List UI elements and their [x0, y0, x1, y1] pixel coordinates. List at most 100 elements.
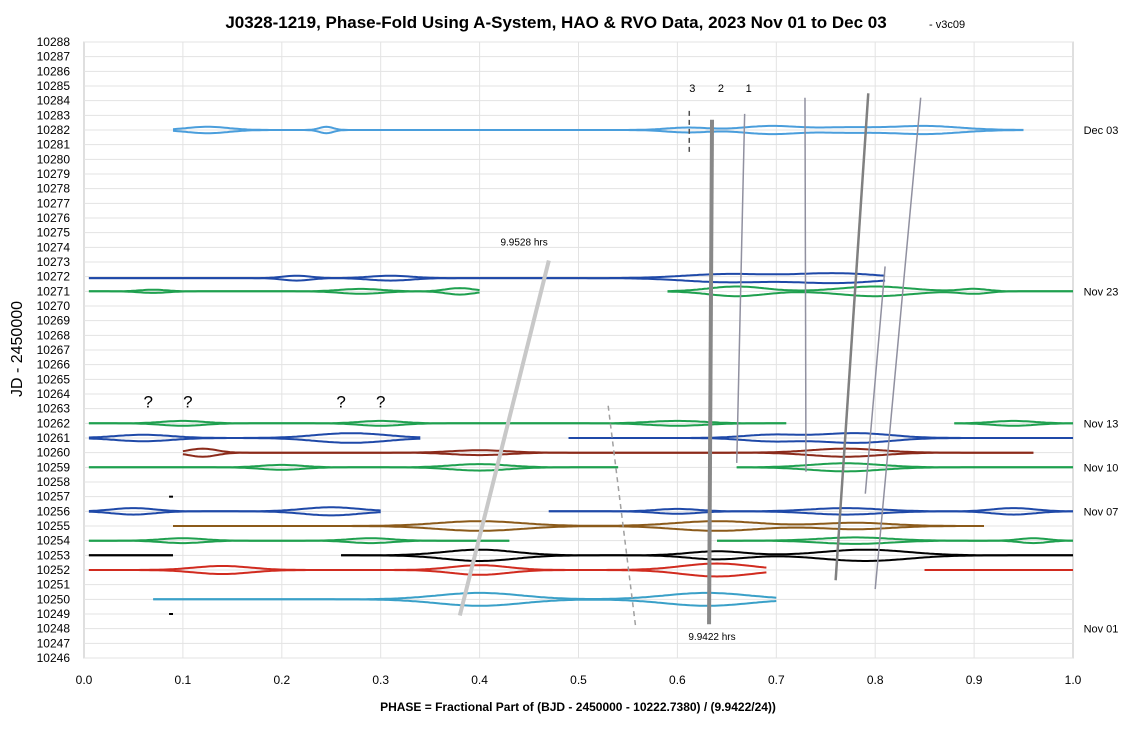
series-upper-trace — [88, 562, 767, 571]
series-line — [173, 520, 984, 532]
question-mark-label: ? — [144, 392, 153, 411]
y-tick-label: 10288 — [37, 35, 71, 49]
y-tick-label: 10265 — [37, 372, 71, 386]
date-label: Nov 01 — [1084, 624, 1119, 636]
y-tick-label: 10273 — [37, 255, 71, 269]
x-axis-label: PHASE = Fractional Part of (BJD - 245000… — [380, 700, 776, 714]
y-tick-label: 10278 — [37, 182, 71, 196]
date-label: Nov 23 — [1084, 286, 1119, 298]
y-tick-label: 10257 — [37, 490, 71, 504]
y-tick-label: 10276 — [37, 211, 71, 225]
y-tick-label: 10282 — [37, 123, 71, 137]
series-lower-trace — [341, 554, 1073, 562]
chart-version-tag: - v3c09 — [929, 19, 965, 31]
x-tick-label: 1.0 — [1065, 673, 1082, 687]
y-tick-label: 10247 — [37, 636, 71, 650]
y-tick-label: 10275 — [37, 226, 71, 240]
y-tick-label: 10270 — [37, 299, 71, 313]
series-line — [88, 462, 1073, 473]
y-tick-label: 10284 — [37, 94, 71, 108]
series-lower-trace — [88, 539, 510, 545]
series-lower-trace — [88, 422, 787, 427]
trend-line — [874, 97, 922, 590]
date-label: Nov 10 — [1084, 462, 1119, 474]
series-lower-trace — [173, 525, 984, 532]
series-lower-trace — [88, 290, 480, 296]
trend-line — [864, 266, 886, 494]
series-lower-trace — [153, 598, 777, 607]
series-lower-trace — [736, 466, 1073, 473]
y-tick-label: 10266 — [37, 358, 71, 372]
series-lower-trace — [172, 129, 1024, 136]
question-mark-label: ? — [376, 392, 385, 411]
y-tick-label: 10287 — [37, 50, 71, 64]
series-line — [88, 548, 1073, 562]
x-tick-label: 0.9 — [966, 673, 983, 687]
y-tick-label: 10262 — [37, 416, 71, 430]
series-lower-trace — [954, 422, 1073, 427]
period-annotation: 9.9422 hrs — [688, 632, 735, 643]
y-tick-label: 10258 — [37, 475, 71, 489]
series-line — [88, 272, 886, 285]
y-tick-label: 10286 — [37, 64, 71, 78]
date-label: Dec 03 — [1084, 125, 1119, 137]
series-upper-trace — [341, 548, 1073, 557]
trend-line — [735, 113, 746, 463]
x-tick-label: 0.4 — [471, 673, 488, 687]
x-tick-label: 0.6 — [669, 673, 686, 687]
series-line — [172, 124, 1024, 136]
question-mark-label: ? — [183, 392, 192, 411]
series-line — [88, 562, 1073, 578]
y-tick-label: 10279 — [37, 167, 71, 181]
y-tick-label: 10252 — [37, 563, 71, 577]
series-line — [88, 419, 1073, 427]
series-lower-trace — [182, 451, 1034, 458]
y-tick-label: 10274 — [37, 240, 71, 254]
y-tick-label: 10283 — [37, 108, 71, 122]
series-line — [182, 447, 1034, 458]
series-line — [88, 536, 1073, 545]
y-tick-label: 10277 — [37, 196, 71, 210]
x-tick-label: 0.2 — [273, 673, 290, 687]
x-tick-label: 0.1 — [175, 673, 192, 687]
question-mark-label: ? — [336, 392, 345, 411]
trend-line — [804, 97, 807, 472]
y-tick-label: 10251 — [37, 578, 71, 592]
series-lower-trace — [667, 290, 1073, 298]
phase-marker-label: 1 — [746, 83, 752, 95]
y-tick-label: 10255 — [37, 519, 71, 533]
series-lower-trace — [548, 510, 1073, 516]
y-tick-label: 10269 — [37, 314, 71, 328]
y-tick-label: 10264 — [37, 387, 71, 401]
y-tick-label: 10259 — [37, 460, 71, 474]
y-tick-label: 10250 — [37, 592, 71, 606]
series-lower-trace — [88, 437, 421, 444]
date-label: Nov 13 — [1084, 418, 1119, 430]
y-tick-label: 10246 — [37, 651, 71, 665]
x-tick-label: 0.3 — [372, 673, 389, 687]
y-tick-label: 10271 — [37, 284, 71, 298]
y-tick-label: 10280 — [37, 152, 71, 166]
y-tick-label: 10260 — [37, 446, 71, 460]
phase-marker-label: 3 — [689, 83, 695, 95]
series-lower-trace — [88, 569, 767, 578]
series-lower-trace — [88, 510, 381, 517]
y-tick-label: 10248 — [37, 622, 71, 636]
trend-line — [457, 260, 551, 616]
phase-marker-label: 2 — [718, 83, 724, 95]
y-tick-label: 10261 — [37, 431, 71, 445]
y-tick-label: 10256 — [37, 504, 71, 518]
series-lower-trace — [568, 437, 1073, 444]
y-tick-label: 10268 — [37, 328, 71, 342]
y-tick-label: 10263 — [37, 402, 71, 416]
y-tick-label: 10249 — [37, 607, 71, 621]
y-tick-label: 10253 — [37, 548, 71, 562]
x-tick-label: 0.8 — [867, 673, 884, 687]
series-lower-trace — [88, 466, 619, 472]
x-tick-label: 0.5 — [570, 673, 587, 687]
date-label: Nov 07 — [1084, 506, 1119, 518]
y-axis-label: JD - 2450000 — [9, 301, 26, 397]
y-tick-label: 10267 — [37, 343, 71, 357]
